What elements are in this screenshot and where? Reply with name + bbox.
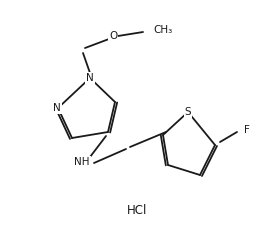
Text: N: N bbox=[53, 103, 61, 113]
Text: F: F bbox=[244, 125, 250, 135]
Text: N: N bbox=[86, 73, 94, 83]
Text: HCl: HCl bbox=[127, 203, 147, 216]
Text: S: S bbox=[185, 107, 191, 117]
Text: NH: NH bbox=[74, 157, 90, 167]
Text: O: O bbox=[109, 31, 117, 41]
Text: CH₃: CH₃ bbox=[153, 25, 172, 35]
